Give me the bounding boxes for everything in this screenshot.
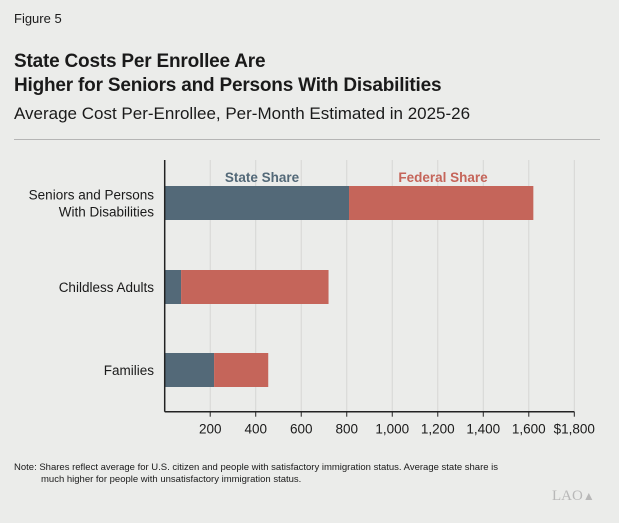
bar-state [164,353,215,387]
bar-federal [349,186,534,220]
category-label: Childless Adults [59,280,155,295]
lao-logo: LAO▲ [552,488,595,504]
category-label: Families [104,363,155,378]
category-label: With Disabilities [59,205,155,220]
bar-federal [214,353,269,387]
figure-label: Figure 5 [14,11,62,26]
note: Note: Shares reflect average for U.S. ci… [14,462,574,486]
note-line-2: much higher for people with unsatisfacto… [41,474,302,485]
category-label: Seniors and Persons [29,188,155,203]
bar-state [164,186,350,220]
x-tick-label: 1,600 [512,422,546,437]
x-tick-label: 200 [199,422,222,437]
note-line-1: Note: Shares reflect average for U.S. ci… [14,462,499,473]
title-line-2: Higher for Seniors and Persons With Disa… [14,75,442,96]
x-tick-label: 1,200 [421,422,455,437]
chart-title: State Costs Per Enrollee Are Higher for … [14,50,442,98]
divider [14,139,600,140]
x-tick-label: 1,400 [466,422,500,437]
x-tick-label: 400 [244,422,267,437]
x-tick-label: 1,000 [375,422,409,437]
legend-state-share: State Share [225,170,300,185]
title-line-1: State Costs Per Enrollee Are [14,51,266,72]
bar-state [164,270,182,304]
x-tick-label: 800 [335,422,358,437]
x-tick-label: 600 [290,422,313,437]
x-tick-label: $1,800 [554,422,595,437]
legend-federal-share: Federal Share [398,170,488,185]
bar-federal [181,270,329,304]
chart-subtitle: Average Cost Per-Enrollee, Per-Month Est… [14,104,471,123]
